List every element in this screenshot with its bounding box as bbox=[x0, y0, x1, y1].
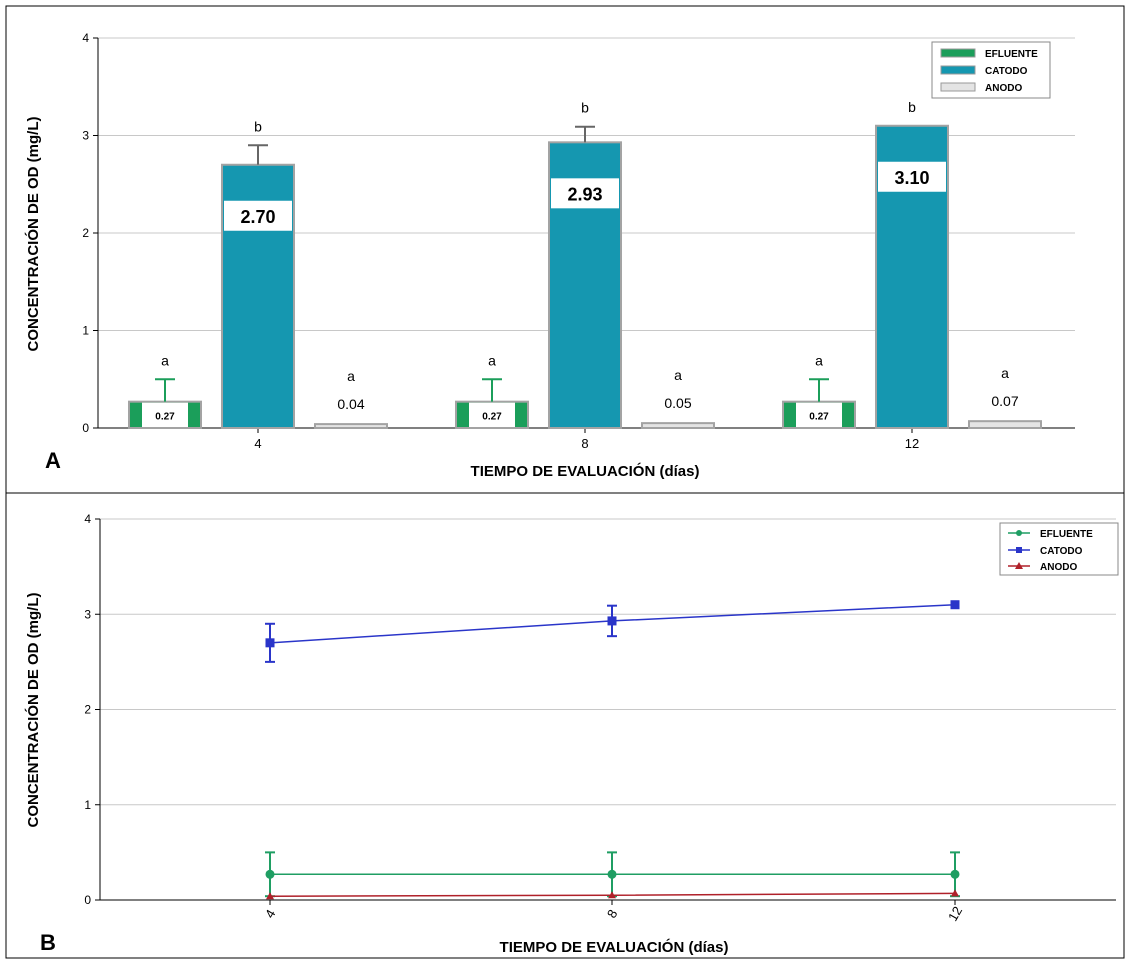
legend-b-anodo: ANODO bbox=[1040, 562, 1077, 573]
legend-b-catodo-marker bbox=[1016, 547, 1022, 553]
point-anodo bbox=[608, 891, 616, 899]
point-anodo bbox=[951, 889, 959, 897]
y-tick-label-b: 2 bbox=[84, 703, 91, 717]
x-tick-label-b: 12 bbox=[945, 904, 965, 924]
y-tick-label-a: 2 bbox=[82, 226, 89, 240]
panel-a-xlabel: TIEMPO DE EVALUACIÓN (días) bbox=[471, 462, 700, 480]
panel-b-ylabel: CONCENTRACIÓN DE OD (mg/L) bbox=[24, 593, 42, 828]
legend-a-anodo: ANODO bbox=[985, 83, 1022, 94]
panel-a-letter: A bbox=[45, 448, 61, 473]
value-label-efluente: 0.27 bbox=[809, 412, 829, 423]
y-tick-label-a: 3 bbox=[82, 129, 89, 143]
legend-a-catodo-swatch bbox=[940, 65, 976, 75]
panel-b-legend: EFLUENTE CATODO ANODO bbox=[999, 522, 1119, 576]
value-box-catodo bbox=[551, 178, 619, 209]
point-catodo bbox=[265, 638, 275, 648]
letter-label-anodo: a bbox=[1001, 365, 1009, 381]
letter-label-catodo: b bbox=[581, 100, 589, 116]
value-label-anodo: 0.07 bbox=[991, 393, 1018, 409]
letter-label-efluente: a bbox=[815, 352, 823, 368]
y-tick-label-b: 4 bbox=[84, 512, 91, 526]
letter-label-efluente: a bbox=[488, 352, 496, 368]
letter-label-anodo: a bbox=[674, 367, 682, 383]
legend-a-catodo: CATODO bbox=[985, 66, 1028, 77]
value-label-catodo: 2.70 bbox=[240, 207, 275, 227]
value-label-efluente: 0.27 bbox=[155, 412, 175, 423]
value-box-efluente bbox=[469, 402, 515, 427]
panel-a-legend: EFLUENTE CATODO ANODO bbox=[931, 41, 1051, 99]
y-tick-label-a: 1 bbox=[82, 324, 89, 338]
bar-anodo bbox=[314, 423, 388, 430]
point-efluente bbox=[950, 869, 960, 879]
x-tick-label-a: 8 bbox=[581, 436, 588, 451]
value-box-efluente bbox=[796, 402, 842, 427]
point-catodo bbox=[950, 600, 960, 610]
panel-b-frame bbox=[5, 492, 1125, 959]
value-label-catodo: 3.10 bbox=[894, 168, 929, 188]
point-anodo bbox=[266, 892, 274, 900]
bar-anodo bbox=[968, 420, 1042, 429]
x-tick-label-a: 12 bbox=[905, 436, 919, 451]
legend-b-anodo-marker bbox=[1015, 562, 1023, 569]
panel-b-letter: B bbox=[40, 930, 56, 955]
legend-b-efluente-marker bbox=[1016, 530, 1022, 536]
point-efluente bbox=[607, 869, 617, 879]
letter-label-efluente: a bbox=[161, 352, 169, 368]
panel-b-xlabel: TIEMPO DE EVALUACIÓN (días) bbox=[500, 938, 729, 956]
x-tick-label-b: 4 bbox=[262, 907, 279, 921]
value-label-anodo: 0.05 bbox=[664, 395, 691, 411]
value-label-catodo: 2.93 bbox=[567, 184, 602, 204]
letter-label-catodo: b bbox=[254, 118, 262, 134]
y-tick-label-b: 0 bbox=[84, 893, 91, 907]
panel-a-plot: 0123440.27a2.70b0.04a80.27a2.93b0.05a120… bbox=[82, 31, 1075, 451]
legend-b-catodo: CATODO bbox=[1040, 546, 1083, 557]
point-efluente bbox=[265, 869, 275, 879]
y-tick-label-b: 1 bbox=[84, 798, 91, 812]
value-box-efluente bbox=[142, 402, 188, 427]
legend-a-anodo-swatch bbox=[940, 82, 976, 92]
panel-a-ylabel: CONCENTRACIÓN DE OD (mg/L) bbox=[24, 117, 42, 352]
value-box-catodo bbox=[224, 200, 292, 231]
letter-label-anodo: a bbox=[347, 368, 355, 384]
y-tick-label-b: 3 bbox=[84, 607, 91, 621]
y-tick-label-a: 0 bbox=[82, 421, 89, 435]
legend-a-efluente: EFLUENTE bbox=[985, 49, 1038, 60]
value-label-efluente: 0.27 bbox=[482, 412, 502, 423]
legend-a-efluente-swatch bbox=[940, 48, 976, 58]
legend-b-efluente: EFLUENTE bbox=[1040, 529, 1093, 540]
value-label-anodo: 0.04 bbox=[337, 396, 364, 412]
x-tick-label-b: 8 bbox=[604, 907, 621, 921]
bar-anodo bbox=[641, 422, 715, 429]
value-box-catodo bbox=[878, 161, 946, 192]
x-tick-label-a: 4 bbox=[254, 436, 261, 451]
point-catodo bbox=[607, 616, 617, 626]
y-tick-label-a: 4 bbox=[82, 31, 89, 45]
letter-label-catodo: b bbox=[908, 99, 916, 115]
